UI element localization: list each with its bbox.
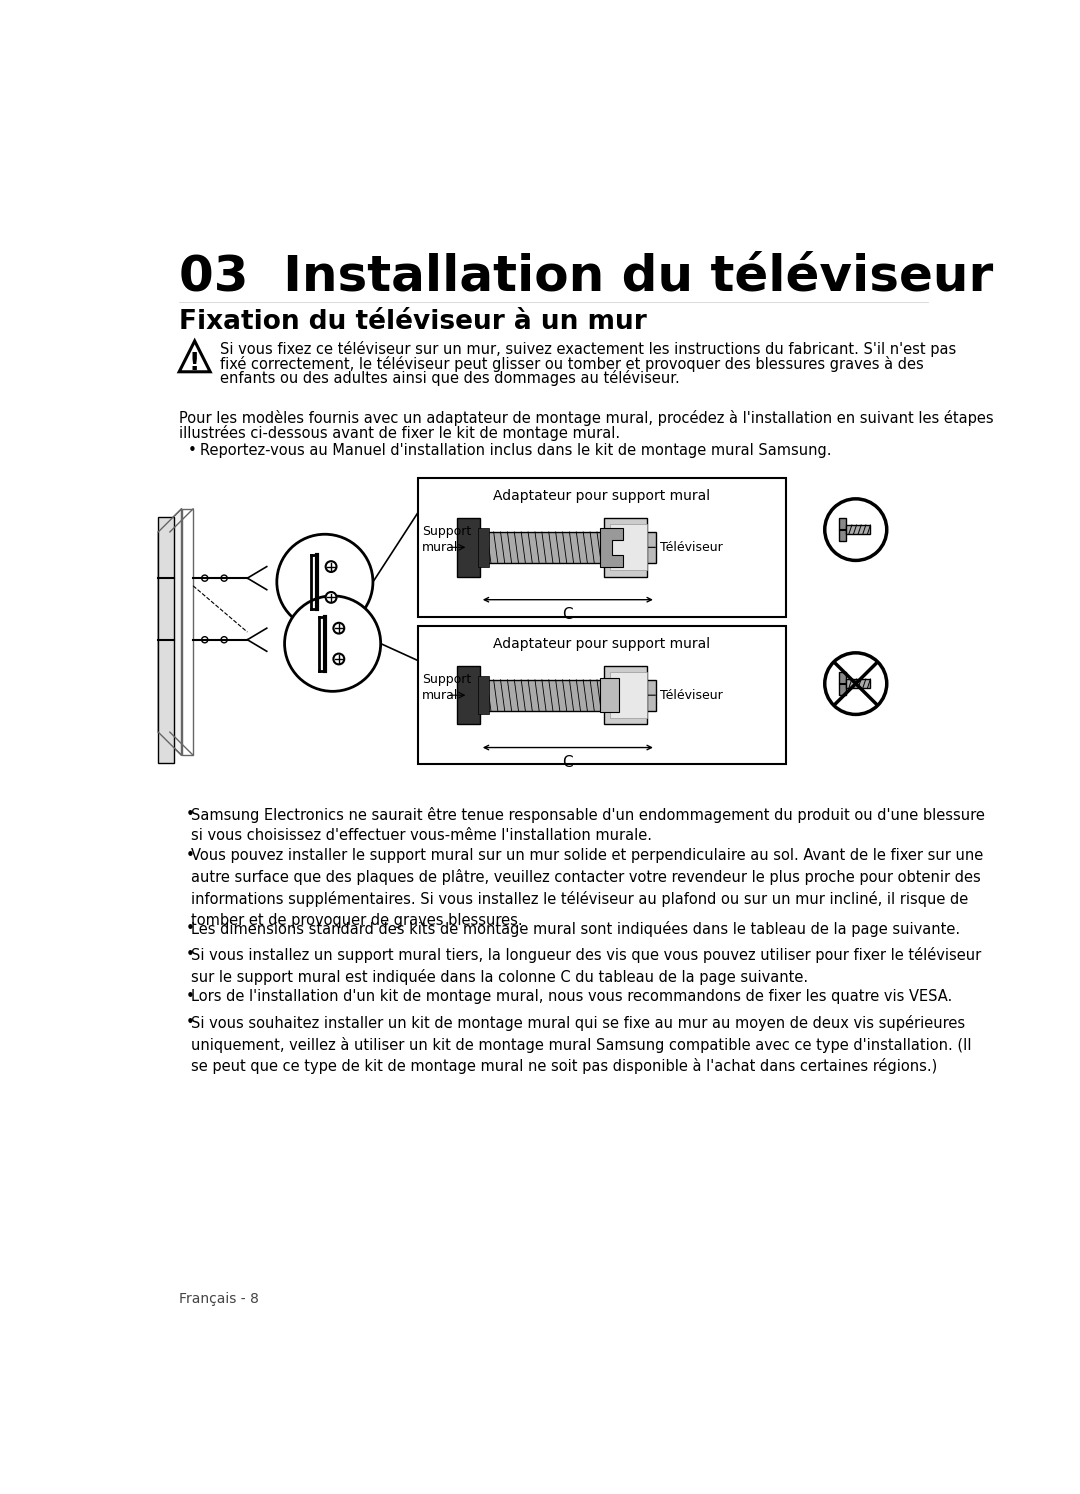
Circle shape [326, 562, 337, 572]
Text: •: • [186, 807, 194, 822]
Bar [839, 672, 847, 695]
Polygon shape [179, 341, 211, 372]
Text: Si vous fixez ce téléviseur sur un mur, suivez exactement les instructions du fa: Si vous fixez ce téléviseur sur un mur, … [220, 341, 957, 357]
Text: Samsung Electronics ne saurait être tenue responsable d'un endommagement du prod: Samsung Electronics ne saurait être tenu… [191, 807, 985, 843]
Bar [478, 675, 489, 714]
Circle shape [284, 596, 380, 692]
Bar [847, 524, 869, 535]
Text: Lors de l'installation d'un kit de montage mural, nous vous recommandons de fixe: Lors de l'installation d'un kit de monta… [191, 989, 953, 1004]
Text: illustrées ci-dessous avant de fixer le kit de montage mural.: illustrées ci-dessous avant de fixer le … [179, 424, 620, 441]
Text: Vous pouvez installer le support mural sur un mur solide et perpendiculaire au s: Vous pouvez installer le support mural s… [191, 849, 983, 928]
Bar [480, 680, 604, 711]
Bar [418, 626, 786, 765]
Text: fixé correctement, le téléviseur peut glisser ou tomber et provoquer des blessur: fixé correctement, le téléviseur peut gl… [220, 356, 924, 372]
Text: enfants ou des adultes ainsi que des dommages au téléviseur.: enfants ou des adultes ainsi que des dom… [220, 371, 680, 387]
Text: !: ! [189, 351, 201, 375]
Text: Reportez-vous au Manuel d'installation inclus dans le kit de montage mural Samsu: Reportez-vous au Manuel d'installation i… [200, 442, 832, 457]
Text: Téléviseur: Téléviseur [660, 689, 723, 702]
Bar [418, 478, 786, 617]
Text: Pour les modèles fournis avec un adaptateur de montage mural, procédez à l'insta: Pour les modèles fournis avec un adaptat… [179, 411, 994, 426]
Circle shape [202, 636, 207, 642]
Polygon shape [600, 678, 619, 713]
Text: •: • [186, 989, 194, 1004]
Text: Adaptateur pour support mural: Adaptateur pour support mural [494, 489, 711, 503]
Text: Téléviseur: Téléviseur [660, 541, 723, 554]
Text: Si vous installez un support mural tiers, la longueur des vis que vous pouvez ut: Si vous installez un support mural tiers… [191, 947, 981, 985]
Text: •: • [186, 920, 194, 935]
Circle shape [221, 636, 227, 642]
Bar [610, 672, 647, 719]
Bar [457, 666, 480, 725]
Circle shape [326, 592, 337, 602]
Circle shape [202, 575, 207, 581]
Text: 03  Installation du téléviseur: 03 Installation du téléviseur [179, 252, 994, 300]
Text: •: • [186, 849, 194, 864]
Text: Support
mural: Support mural [422, 672, 471, 702]
Text: C: C [563, 608, 573, 623]
Bar [647, 680, 656, 711]
Bar [457, 518, 480, 577]
Bar [159, 517, 174, 763]
Circle shape [334, 653, 345, 665]
Text: •: • [188, 442, 197, 457]
Bar [647, 532, 656, 563]
Bar [839, 518, 847, 541]
Circle shape [825, 499, 887, 560]
Text: •: • [186, 1014, 194, 1029]
Circle shape [334, 623, 345, 633]
Polygon shape [600, 527, 623, 566]
Text: Adaptateur pour support mural: Adaptateur pour support mural [494, 636, 711, 651]
Bar [604, 666, 647, 725]
Bar [480, 532, 604, 563]
Text: •: • [186, 947, 194, 962]
Bar [610, 524, 647, 571]
Bar [847, 678, 869, 689]
Text: Les dimensions standard des kits de montage mural sont indiquées dans le tableau: Les dimensions standard des kits de mont… [191, 920, 960, 937]
Text: Si vous souhaitez installer un kit de montage mural qui se fixe au mur au moyen : Si vous souhaitez installer un kit de mo… [191, 1014, 971, 1074]
Text: Fixation du téléviseur à un mur: Fixation du téléviseur à un mur [179, 309, 647, 335]
Text: Support
mural: Support mural [422, 524, 471, 554]
Bar [478, 527, 489, 566]
Bar [604, 518, 647, 577]
Polygon shape [159, 509, 181, 756]
Circle shape [276, 535, 373, 630]
Text: Français - 8: Français - 8 [179, 1292, 259, 1306]
Circle shape [825, 653, 887, 714]
Circle shape [221, 575, 227, 581]
Text: C: C [563, 756, 573, 771]
